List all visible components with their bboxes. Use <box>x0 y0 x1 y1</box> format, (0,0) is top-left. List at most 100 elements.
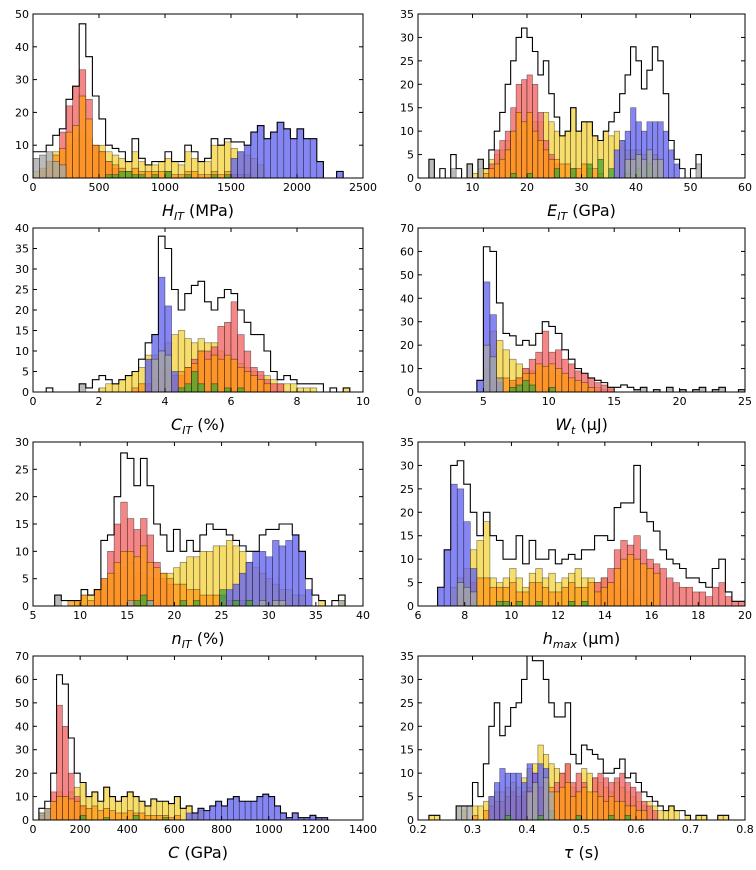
bar <box>570 168 577 178</box>
x-tick-label: 18 <box>691 609 705 622</box>
x-tick-label: 35 <box>309 609 323 622</box>
bar <box>657 158 664 178</box>
bar <box>619 140 626 178</box>
x-tick-label: 0 <box>415 395 422 408</box>
bar <box>263 383 271 392</box>
bar <box>272 600 280 606</box>
bar <box>646 149 653 178</box>
bar <box>54 594 62 606</box>
y-tick-label: 30 <box>400 316 414 329</box>
y-tick-label: 35 <box>400 436 414 449</box>
x-tick-label: 0.6 <box>627 823 645 836</box>
bar <box>210 383 219 392</box>
bar <box>711 586 720 606</box>
x-tick-label: 1200 <box>302 823 330 836</box>
bar <box>608 168 615 178</box>
total-histogram-outline <box>54 452 346 606</box>
bar <box>561 586 569 606</box>
bar <box>291 534 300 606</box>
bar <box>586 791 593 820</box>
layer-5 <box>105 171 232 178</box>
x-axis-label: nIT (%) <box>172 629 225 651</box>
x-tick-label: 0 <box>415 181 422 194</box>
bar <box>646 568 654 606</box>
x-tick-label: 5 <box>30 609 37 622</box>
y-tick-label: 25 <box>400 483 414 496</box>
bar <box>581 163 588 178</box>
bar <box>78 95 87 178</box>
bar <box>140 594 148 606</box>
x-axis-label: Wt (μJ) <box>555 415 608 437</box>
layer-6 <box>483 344 745 392</box>
bar <box>581 601 589 606</box>
bar <box>265 556 273 606</box>
bar <box>515 601 523 606</box>
bar <box>483 577 491 606</box>
y-tick-label: 25 <box>15 463 29 476</box>
layer-6 <box>54 594 346 606</box>
bar <box>97 810 105 820</box>
bar <box>543 777 550 820</box>
bar <box>641 158 648 178</box>
bar <box>309 138 318 178</box>
bar <box>640 563 648 606</box>
bar <box>78 383 87 392</box>
bar <box>204 358 212 392</box>
y-tick-label: 0 <box>407 600 414 613</box>
bar <box>537 140 544 178</box>
bar <box>290 138 298 178</box>
bar <box>263 138 271 178</box>
bar <box>624 158 631 178</box>
bar <box>305 589 313 606</box>
bar <box>285 540 293 606</box>
bar <box>164 354 172 392</box>
bar <box>296 387 304 392</box>
bar <box>244 800 252 820</box>
bar <box>133 556 141 606</box>
y-tick-label: 0 <box>22 386 29 399</box>
x-tick-label: 8 <box>461 609 468 622</box>
total-histogram-outline <box>45 235 351 392</box>
bar <box>138 174 146 178</box>
bar <box>509 387 517 392</box>
bar <box>541 586 550 606</box>
y-tick-label: 20 <box>400 78 414 91</box>
layer-6 <box>456 582 478 606</box>
bar <box>537 815 544 820</box>
bar <box>144 358 153 392</box>
y-tick-label: 10 <box>15 791 29 804</box>
x-tick-label: 20 <box>738 609 752 622</box>
total-histogram-outline <box>476 246 745 392</box>
bar <box>258 551 267 606</box>
y-tick-label: 30 <box>400 459 414 472</box>
bar <box>107 572 115 606</box>
bar <box>653 572 661 606</box>
bar <box>561 372 569 392</box>
bar <box>186 589 194 606</box>
bar <box>45 151 54 178</box>
bar <box>673 810 680 820</box>
bar <box>672 582 680 606</box>
bar <box>548 387 556 392</box>
bar <box>166 578 174 606</box>
bar <box>532 782 539 820</box>
bar <box>126 810 134 820</box>
x-tick-label: 800 <box>211 823 232 836</box>
bar <box>701 815 708 820</box>
x-tick-label: 16 <box>645 609 659 622</box>
bar <box>443 549 452 606</box>
x-tick-label: 20 <box>520 181 534 194</box>
bar <box>526 112 533 178</box>
bar <box>272 540 280 606</box>
bar <box>217 144 225 178</box>
bar <box>559 163 566 178</box>
bar <box>230 158 238 178</box>
bar <box>126 551 135 606</box>
bar <box>548 158 555 178</box>
bar <box>121 812 128 820</box>
bar <box>652 158 659 178</box>
bar <box>132 815 140 820</box>
bar <box>258 600 267 606</box>
bar <box>553 168 560 178</box>
